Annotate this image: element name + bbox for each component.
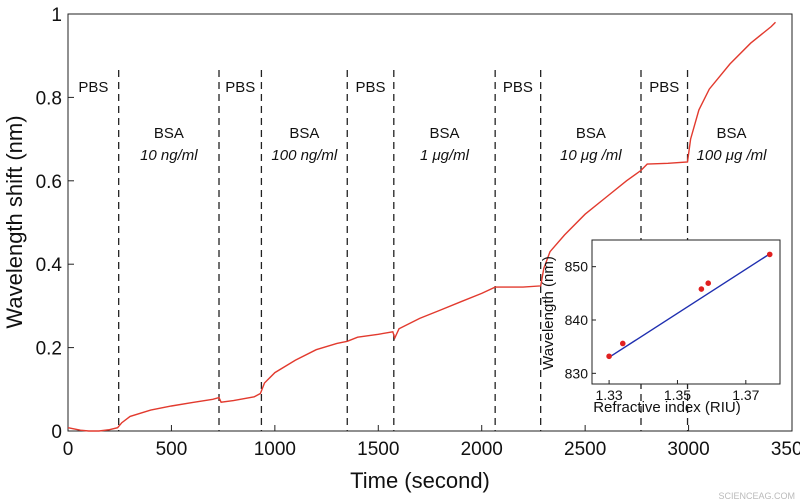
- x-tick-label: 2000: [461, 439, 503, 460]
- inset-x-axis-title: Refractive index (RIU): [593, 399, 741, 416]
- phase-label: PBS: [356, 79, 386, 96]
- x-tick-label: 1500: [357, 439, 399, 460]
- phase-concentration: 10 ng/ml: [140, 147, 198, 164]
- x-tick-label: 500: [156, 439, 188, 460]
- phase-concentration: 10 μg /ml: [560, 147, 622, 164]
- y-tick-label: 0.6: [36, 172, 62, 193]
- phase-label: BSA: [429, 125, 459, 142]
- watermark: SCIENCEAG.COM: [718, 491, 795, 501]
- inset-fit-line: [608, 253, 771, 358]
- x-tick-label: 0: [63, 439, 74, 460]
- y-tick-label: 0: [51, 422, 62, 443]
- y-tick-label: 0.2: [36, 339, 62, 360]
- inset-chart: 1.33 1.35 1.37 830 840 850 Refractive index (…: [540, 239, 781, 416]
- x-tick-label: 1000: [254, 439, 296, 460]
- inset-y-tick-label: 840: [565, 312, 589, 328]
- inset-data-point: [705, 280, 712, 287]
- phase-label: PBS: [225, 79, 255, 96]
- phase-label: BSA: [289, 125, 319, 142]
- y-tick-label: 1: [51, 5, 62, 26]
- phase-label: BSA: [154, 125, 184, 142]
- y-tick-label: 0.8: [36, 88, 62, 109]
- inset-y-tick-label: 850: [565, 259, 589, 275]
- y-tick-label: 0.4: [36, 255, 63, 276]
- inset-data-point: [698, 286, 705, 292]
- main-chart: PBS BSA 10 ng/ml PBS BSA 100 ng/ml PBS BSA 1 μg/…: [2, 5, 800, 493]
- phase-concentration: 1 μg/ml: [420, 147, 470, 164]
- plot-frame: [67, 13, 793, 432]
- inset-y-tick-label: 830: [565, 365, 589, 381]
- inset-x-tick-label: 1.33: [595, 387, 622, 403]
- inset-y-axis-title: Wavelength (nm): [540, 256, 557, 370]
- phase-label: PBS: [78, 79, 108, 96]
- inset-x-tick-label: 1.35: [664, 387, 691, 403]
- phase-label: BSA: [716, 125, 746, 142]
- phase-concentration: 100 ng/ml: [271, 147, 338, 164]
- inset-data-point: [606, 353, 612, 360]
- inset-frame: [591, 239, 781, 385]
- phase-label: PBS: [649, 79, 679, 96]
- inset-data-point: [619, 340, 626, 347]
- wavelength-shift-line: [67, 21, 776, 432]
- x-tick-label: 2500: [564, 439, 606, 460]
- inset-background: [592, 240, 780, 384]
- phase-concentration: 100 μg /ml: [697, 147, 768, 164]
- inset-ticks: 1.33 1.35 1.37 830 840 850: [565, 259, 760, 403]
- phase-label: PBS: [503, 79, 533, 96]
- inset-x-tick-label: 1.37: [732, 387, 759, 403]
- y-axis-title: Wavelength shift (nm): [2, 115, 27, 328]
- x-tick-label: 3000: [667, 439, 709, 460]
- phase-label: BSA: [576, 125, 606, 142]
- x-axis-title: Time (second): [350, 468, 490, 493]
- inset-points: [606, 251, 773, 360]
- inset-data-point: [766, 251, 773, 258]
